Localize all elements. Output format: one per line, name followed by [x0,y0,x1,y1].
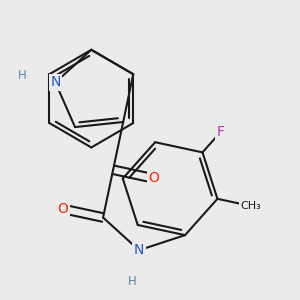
Text: O: O [148,171,159,185]
Text: CH₃: CH₃ [240,201,261,211]
Text: H: H [18,69,27,82]
Text: H: H [128,275,137,288]
Text: O: O [57,202,68,216]
Text: N: N [50,76,61,89]
Text: F: F [216,125,224,140]
Text: N: N [134,243,144,257]
